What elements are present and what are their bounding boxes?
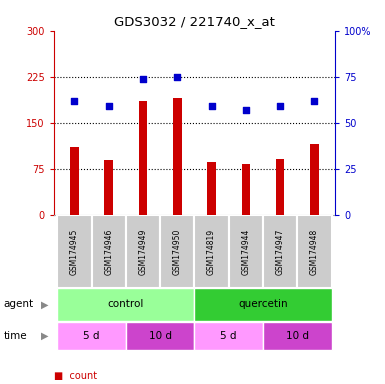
Point — [277, 103, 283, 109]
Text: ■  count: ■ count — [54, 371, 97, 381]
Bar — [126, 322, 194, 350]
Bar — [263, 215, 297, 288]
Bar — [194, 288, 331, 321]
Bar — [173, 98, 182, 215]
Bar — [194, 215, 229, 288]
Text: GSM174944: GSM174944 — [241, 228, 250, 275]
Bar — [310, 144, 319, 215]
Bar — [297, 215, 331, 288]
Text: ▶: ▶ — [40, 331, 48, 341]
Text: GSM174945: GSM174945 — [70, 228, 79, 275]
Bar — [57, 215, 92, 288]
Bar — [104, 160, 113, 215]
Point — [174, 74, 180, 80]
Point — [140, 76, 146, 82]
Text: 5 d: 5 d — [221, 331, 237, 341]
Text: GSM174946: GSM174946 — [104, 228, 113, 275]
Title: GDS3032 / 221740_x_at: GDS3032 / 221740_x_at — [114, 15, 275, 28]
Text: time: time — [4, 331, 27, 341]
Text: GSM174947: GSM174947 — [276, 228, 285, 275]
Text: 10 d: 10 d — [149, 331, 172, 341]
Bar — [241, 164, 250, 215]
Text: GSM174950: GSM174950 — [173, 228, 182, 275]
Text: 10 d: 10 d — [286, 331, 309, 341]
Text: control: control — [108, 299, 144, 310]
Bar — [57, 322, 126, 350]
Text: GSM174948: GSM174948 — [310, 228, 319, 275]
Bar — [160, 215, 194, 288]
Point — [209, 103, 215, 109]
Text: ▶: ▶ — [40, 299, 48, 310]
Bar — [276, 159, 285, 215]
Bar — [194, 322, 263, 350]
Text: GSM174819: GSM174819 — [207, 228, 216, 275]
Bar — [57, 288, 194, 321]
Text: agent: agent — [4, 299, 34, 310]
Bar — [139, 101, 147, 215]
Point — [105, 103, 112, 109]
Bar — [70, 147, 79, 215]
Bar — [92, 215, 126, 288]
Text: quercetin: quercetin — [238, 299, 288, 310]
Text: 5 d: 5 d — [83, 331, 100, 341]
Point — [311, 98, 318, 104]
Bar — [207, 162, 216, 215]
Point — [71, 98, 77, 104]
Bar — [263, 322, 331, 350]
Bar — [126, 215, 160, 288]
Bar — [229, 215, 263, 288]
Text: GSM174949: GSM174949 — [139, 228, 147, 275]
Point — [243, 107, 249, 113]
